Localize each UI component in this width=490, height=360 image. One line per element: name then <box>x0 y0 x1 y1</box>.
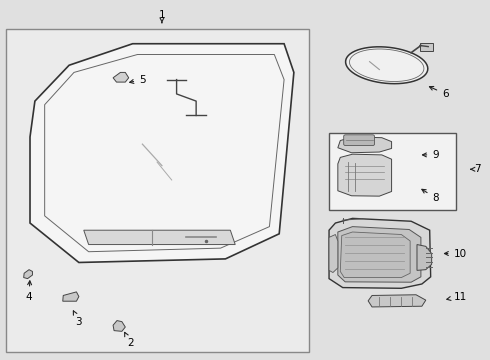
Text: 5: 5 <box>130 75 146 85</box>
Text: 2: 2 <box>124 332 133 348</box>
Text: 3: 3 <box>74 311 82 327</box>
Polygon shape <box>338 154 392 196</box>
Polygon shape <box>84 230 235 244</box>
Text: 11: 11 <box>447 292 466 302</box>
FancyBboxPatch shape <box>329 134 456 211</box>
Text: 4: 4 <box>25 281 32 302</box>
Polygon shape <box>63 292 79 301</box>
Polygon shape <box>329 219 431 288</box>
Polygon shape <box>345 47 428 84</box>
Polygon shape <box>417 244 432 270</box>
FancyBboxPatch shape <box>5 30 309 352</box>
Polygon shape <box>113 72 129 82</box>
Text: 8: 8 <box>422 189 439 203</box>
Polygon shape <box>113 320 125 331</box>
Polygon shape <box>338 226 421 282</box>
Polygon shape <box>338 137 392 153</box>
Text: 10: 10 <box>444 248 466 258</box>
Text: 9: 9 <box>422 150 439 160</box>
Polygon shape <box>340 232 410 278</box>
Polygon shape <box>30 44 294 262</box>
FancyBboxPatch shape <box>343 135 374 145</box>
Text: 6: 6 <box>429 86 449 99</box>
Text: 1: 1 <box>159 10 165 23</box>
Polygon shape <box>329 234 338 273</box>
Text: 7: 7 <box>471 164 480 174</box>
Polygon shape <box>368 295 426 307</box>
Polygon shape <box>24 270 32 279</box>
FancyBboxPatch shape <box>420 43 433 51</box>
